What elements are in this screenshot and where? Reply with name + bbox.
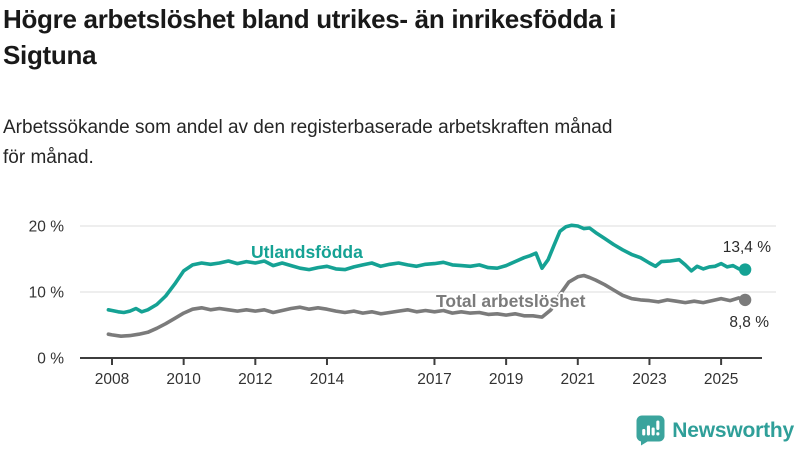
series-end-dot-total-arbetsloshet — [738, 293, 752, 307]
newsworthy-bubble-chart-icon — [636, 415, 665, 446]
newsworthy-logo: Newsworthy — [636, 415, 794, 446]
series-end-dot-utlandsfodda — [738, 263, 752, 276]
end-value-utlandsfodda: 13,4 % — [722, 239, 771, 256]
y-tick-label: 0 % — [37, 351, 64, 368]
x-tick-label: 2008 — [95, 371, 129, 388]
y-tick-label: 20 % — [29, 219, 65, 236]
page-title: Högre arbetslöshet bland utrikes- än inr… — [3, 1, 797, 73]
series-label-total-arbetsloshet: Total arbetslöshet — [436, 291, 586, 311]
page-subtitle-line-1: Arbetssökande som andel av den registerb… — [3, 117, 613, 138]
x-tick-label: 2012 — [238, 371, 272, 388]
end-value-total-arbetsloshet: 8,8 % — [729, 314, 769, 331]
x-tick-label: 2014 — [310, 371, 345, 388]
series-line-utlandsfodda — [106, 223, 747, 315]
x-tick-label: 2010 — [166, 371, 201, 388]
x-tick-label: 2021 — [561, 371, 595, 388]
x-tick-label: 2023 — [632, 371, 666, 388]
y-tick-label: 10 % — [29, 285, 65, 302]
page-subtitle: Arbetssökande som andel av den registerb… — [3, 113, 797, 173]
page-title-line-2: Sigtuna — [3, 40, 97, 70]
x-tick-label: 2025 — [704, 371, 738, 388]
series-line-total-arbetsloshet — [106, 273, 747, 339]
x-tick-label: 2017 — [417, 371, 451, 388]
x-tick-label: 2019 — [489, 371, 523, 388]
series-label-utlandsfodda: Utlandsfödda — [251, 242, 363, 262]
page-title-line-1: Högre arbetslöshet bland utrikes- än inr… — [3, 4, 617, 34]
page-subtitle-line-2: för månad. — [3, 147, 94, 168]
newsworthy-wordmark: Newsworthy — [672, 418, 794, 442]
